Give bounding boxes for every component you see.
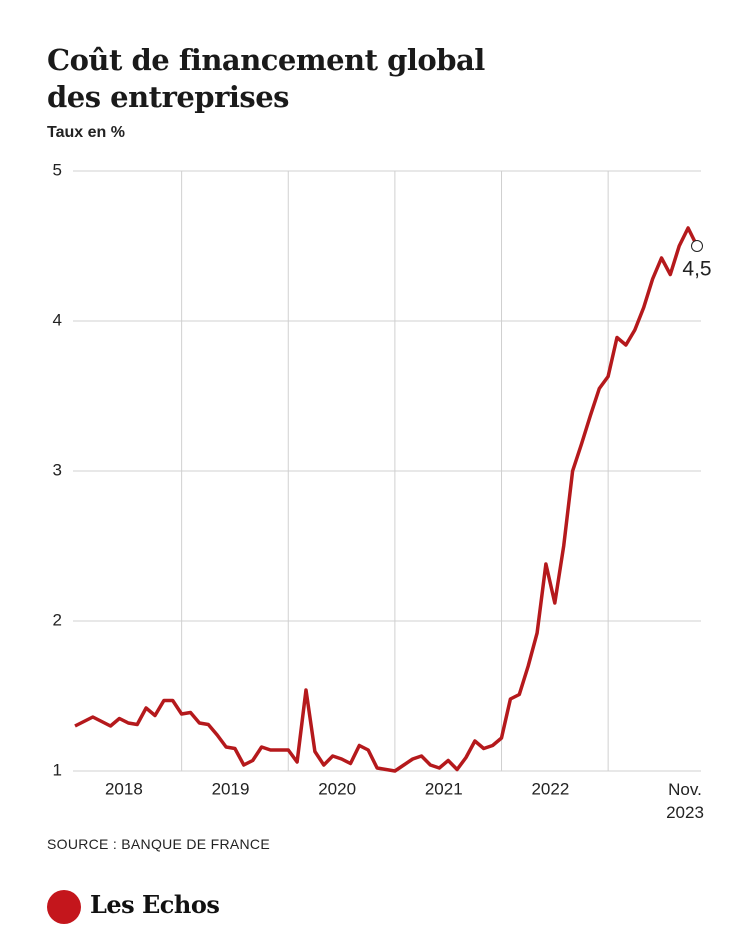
chart-subtitle: Taux en % <box>47 124 125 141</box>
x-tick-label: 2021 <box>425 779 463 798</box>
line <box>74 226 699 773</box>
x-tick-label: 2019 <box>212 779 250 798</box>
x-tick-label: 2020 <box>318 779 356 798</box>
y-tick-label: 4 <box>53 310 62 329</box>
y-tick-label: 2 <box>53 610 62 629</box>
x-tick-label: 2018 <box>105 779 143 798</box>
end-marker <box>691 240 703 252</box>
y-tick-label: 5 <box>53 160 62 179</box>
brand: Les Echos <box>90 890 220 919</box>
data-label: 4,5 <box>682 258 711 281</box>
source: SOURCE : BANQUE DE FRANCE <box>47 836 270 852</box>
chart-title: Coût de financement global des entrepris… <box>47 43 485 114</box>
x-tick-label: Nov. 2023 <box>666 780 704 822</box>
x-tick-label: 2022 <box>531 779 569 798</box>
logo <box>47 890 81 924</box>
y-tick-label: 1 <box>53 760 62 779</box>
y-tick-label: 3 <box>53 460 62 479</box>
